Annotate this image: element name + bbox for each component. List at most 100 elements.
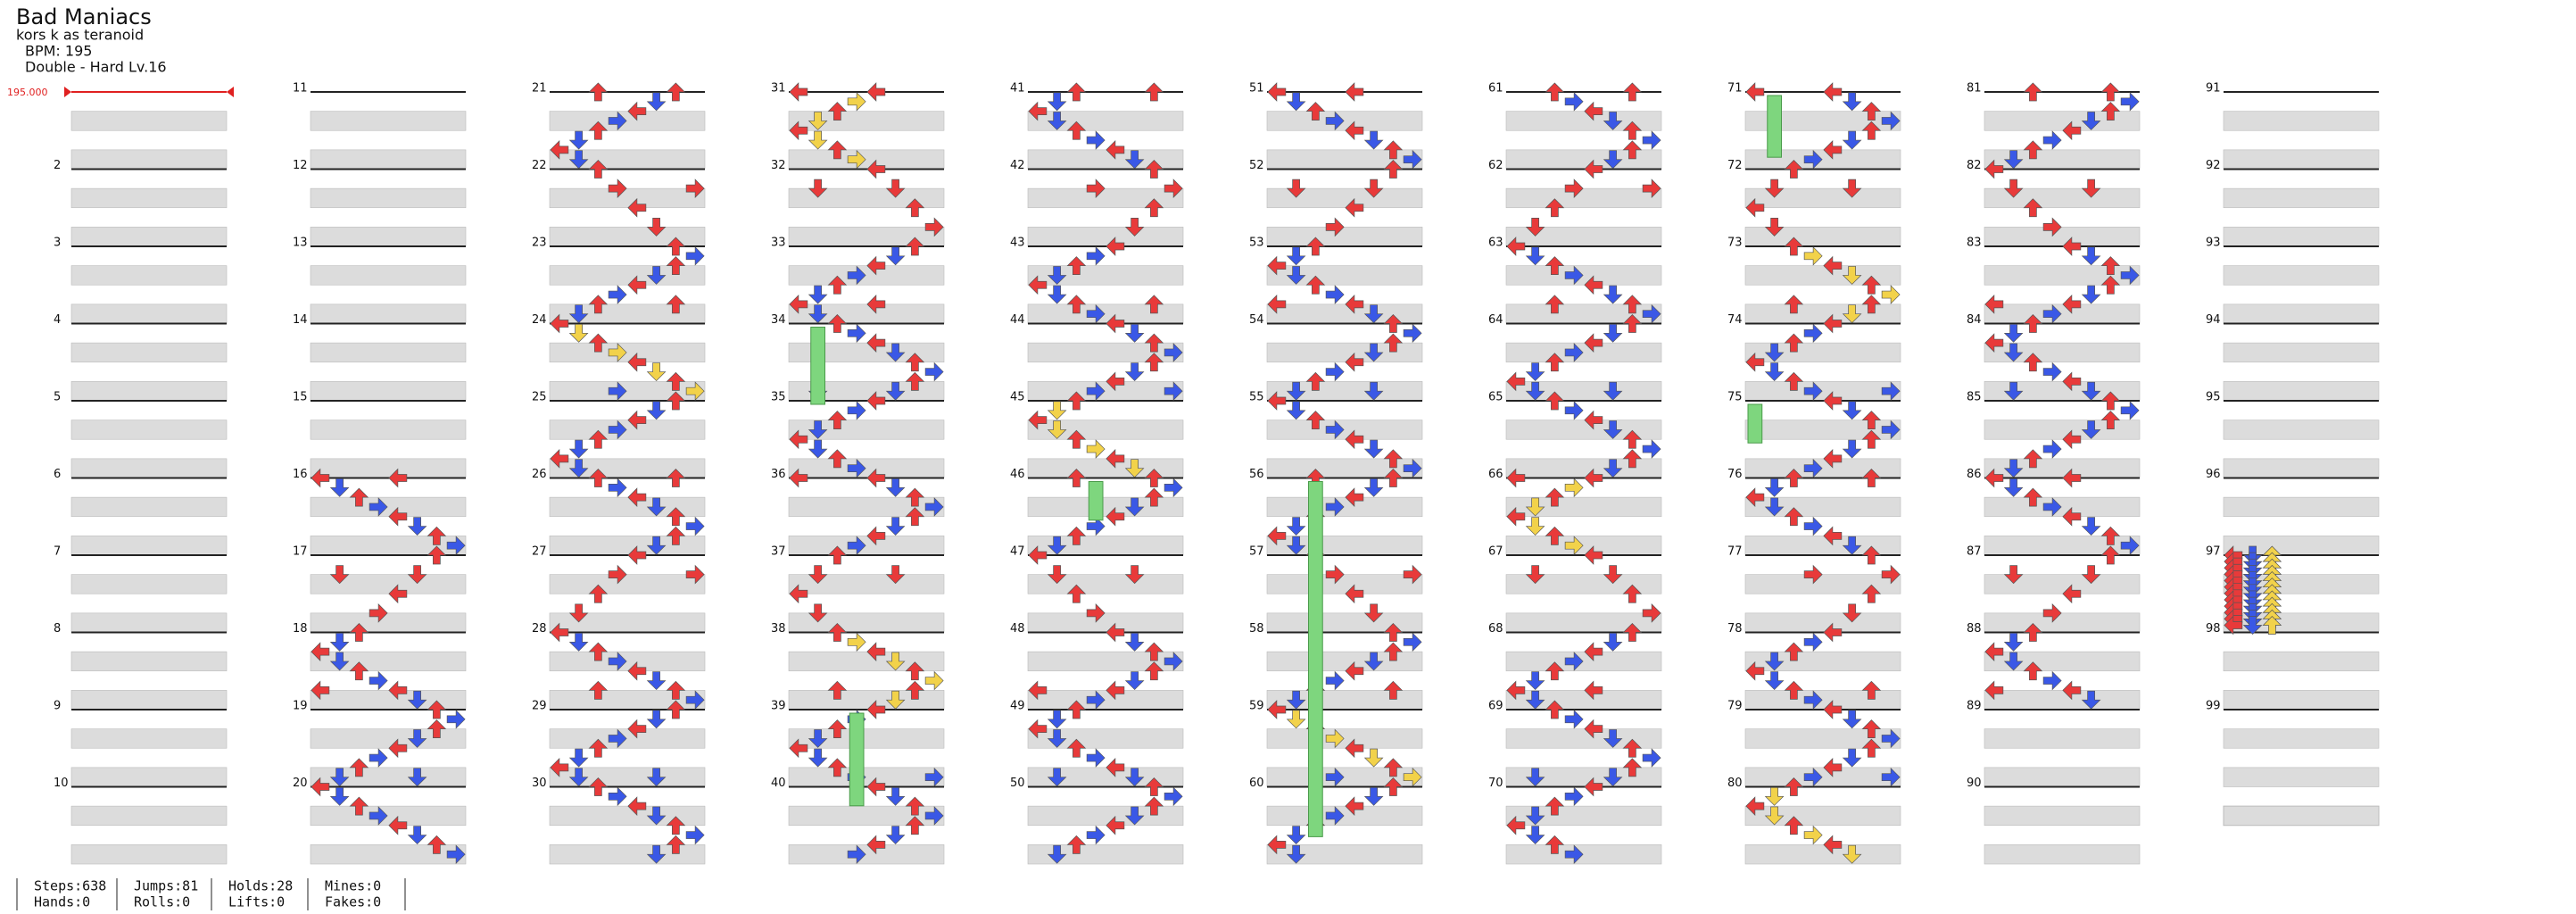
beat-band (70, 844, 228, 865)
note-arrow (808, 565, 828, 585)
note-arrow (1363, 478, 1384, 497)
note-arrow (388, 815, 408, 835)
note-arrow (1622, 295, 1643, 314)
measure-number: 97 (2206, 545, 2221, 559)
note-arrow (1784, 507, 1804, 527)
note-arrow (646, 710, 667, 729)
beat-band (1744, 111, 1901, 131)
note-arrow (550, 313, 569, 334)
note-arrow (608, 179, 627, 198)
beat-band (2223, 227, 2380, 247)
note-arrow (827, 719, 848, 738)
note-arrow (685, 516, 705, 536)
beat-band (70, 651, 228, 672)
beat-band (1744, 844, 1901, 865)
note-arrow (666, 371, 686, 391)
beat-band (2223, 149, 2380, 170)
note-arrow (1745, 661, 1765, 681)
note-arrow (827, 545, 848, 565)
beat-band (788, 536, 945, 556)
note-arrow (2062, 237, 2082, 256)
note-arrow (1642, 748, 1661, 768)
beat-band (1505, 728, 1662, 749)
note-arrow (1803, 690, 1823, 710)
note-arrow (2042, 603, 2062, 623)
note-arrow (588, 429, 609, 449)
beat-band (1744, 612, 1901, 633)
note-arrow (1144, 353, 1164, 372)
note-arrow (1066, 256, 1087, 275)
note-arrow (666, 680, 686, 700)
note-arrow (1764, 786, 1785, 806)
beat-band (1744, 342, 1901, 363)
beat-band (1984, 844, 2141, 865)
note-arrow (1803, 632, 1823, 652)
note-arrow (1603, 565, 1623, 585)
note-arrow (1345, 738, 1364, 759)
beat-band (2223, 728, 2380, 749)
note-arrow (866, 295, 886, 314)
note-arrow (646, 92, 667, 112)
note-arrow (789, 584, 808, 604)
note-arrow (568, 459, 589, 478)
beat-band (310, 458, 467, 478)
note-arrow (1144, 160, 1164, 179)
beat-band (1984, 496, 2141, 518)
beat-band (1266, 574, 1423, 594)
note-arrow (1363, 343, 1384, 362)
note-arrow (1545, 256, 1565, 275)
note-arrow (789, 82, 808, 102)
note-arrow (1047, 710, 1067, 729)
note-arrow (2120, 265, 2140, 286)
note-arrow (407, 826, 427, 845)
note-arrow (588, 642, 609, 661)
beat-band (1027, 574, 1184, 594)
note-arrow (1267, 700, 1287, 719)
note-arrow (1144, 295, 1164, 314)
note-arrow (1286, 690, 1306, 710)
note-arrow (666, 237, 686, 256)
note-arrow (1564, 536, 1584, 556)
note-arrow (1066, 469, 1087, 487)
stat: Lifts:0 (228, 894, 285, 910)
note-arrow (1603, 459, 1623, 478)
note-arrow (1842, 439, 1862, 459)
measure-number: 82 (1967, 159, 1982, 172)
note-arrow (407, 768, 427, 787)
measure-number: 11 (293, 82, 308, 96)
note-arrow (2100, 526, 2121, 545)
note-arrow (311, 680, 330, 701)
measure-number: 65 (1488, 391, 1503, 404)
note-arrow (1305, 102, 1326, 120)
note-arrow (407, 565, 427, 585)
beat-band (70, 458, 228, 478)
note-arrow (568, 323, 589, 343)
note-arrow (1984, 468, 2004, 488)
note-arrow (866, 468, 886, 488)
note-arrow (1764, 343, 1785, 362)
note-arrow (1106, 371, 1125, 392)
note-arrow (646, 401, 667, 420)
note-arrow (1124, 806, 1145, 826)
beat-band (788, 496, 945, 518)
beat-band (1984, 767, 2141, 787)
stat: Hands:0 (34, 894, 90, 910)
note-arrow (1584, 159, 1603, 179)
note-arrow (2023, 314, 2043, 333)
note-arrow (1842, 179, 1862, 198)
note-arrow (1305, 371, 1326, 391)
note-arrow (1545, 198, 1565, 218)
measure-number: 94 (2206, 313, 2221, 327)
note-arrow (2023, 661, 2043, 681)
beat-band (549, 536, 706, 556)
beat-band (788, 805, 945, 827)
beat-band (1505, 496, 1662, 518)
beat-band (1744, 651, 1901, 672)
note-arrow (666, 507, 686, 527)
note-arrow (1383, 777, 1404, 796)
note-arrow (329, 652, 350, 671)
measure-number: 57 (1249, 545, 1264, 559)
note-arrow (827, 314, 848, 333)
beat-band (2223, 111, 2380, 131)
